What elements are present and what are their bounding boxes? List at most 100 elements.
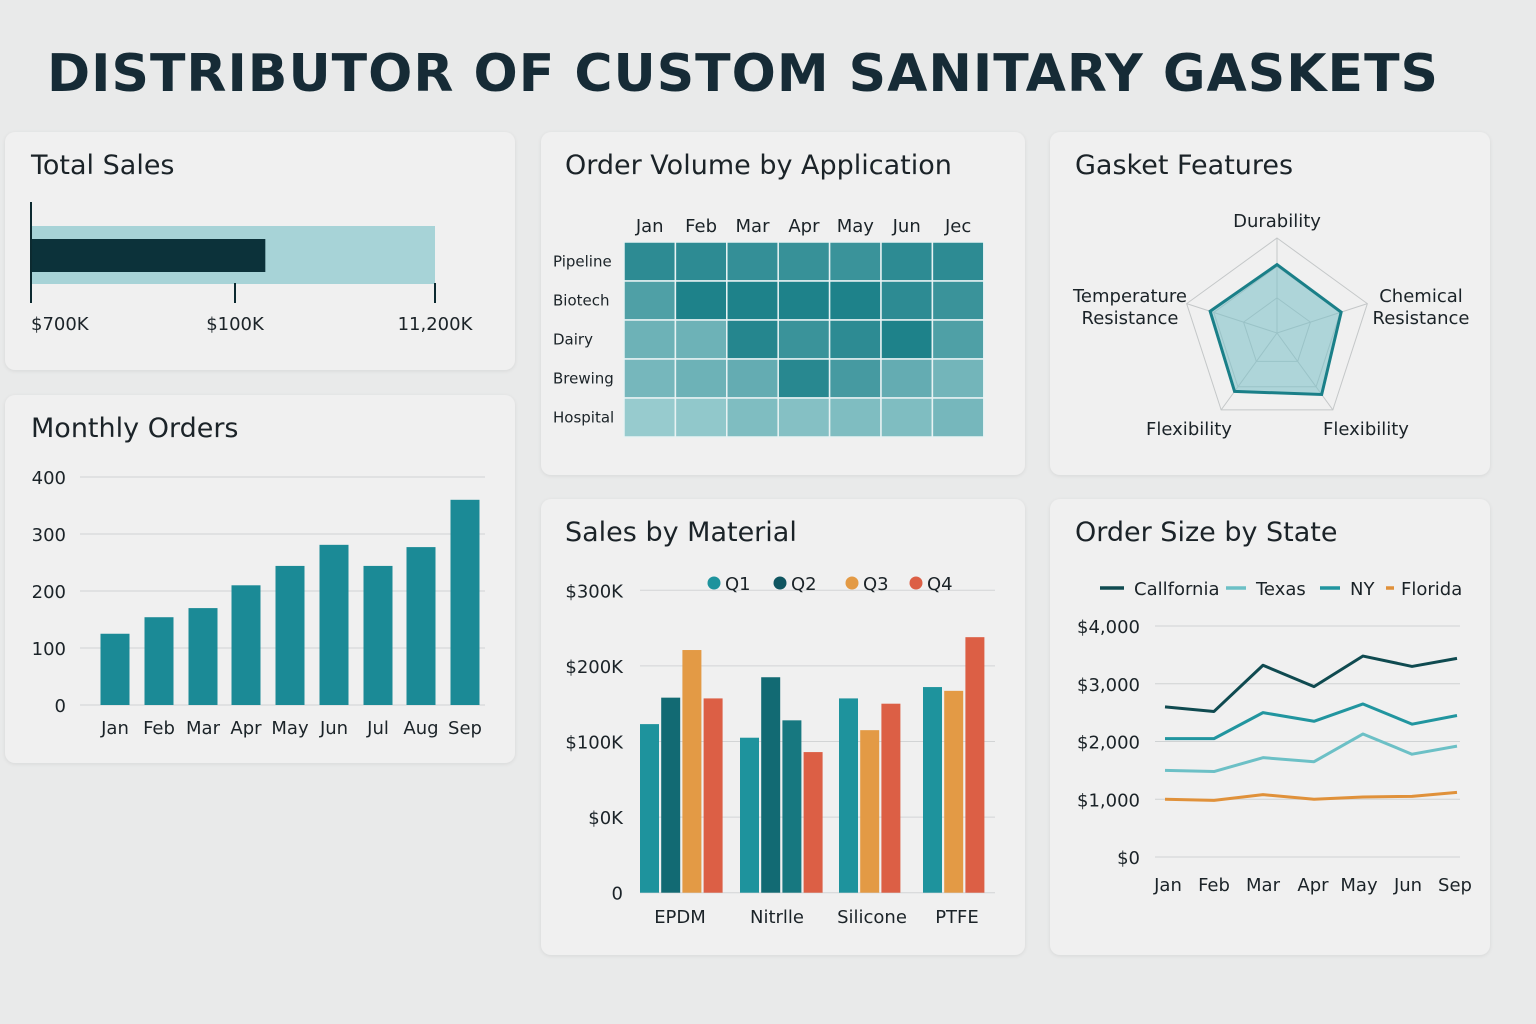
y-tick-label: 100 [32, 639, 66, 660]
radar-axis-label: Temperature Resistance [1072, 286, 1187, 329]
card-title: Monthly Orders [31, 413, 239, 444]
legend-label: Q2 [791, 574, 817, 595]
row-label: Dairy [553, 331, 593, 349]
heatmap-cell [828, 241, 882, 282]
heatmap-cell [777, 280, 831, 321]
heatmap-cell [726, 397, 779, 438]
line-florida [1164, 790, 1458, 802]
x-tick-label: PTFE [935, 907, 979, 928]
row-label: Hospital [553, 409, 614, 427]
heatmap-cell [777, 358, 831, 399]
y-tick-label: $0 [1117, 848, 1140, 869]
line-callfornia [1164, 654, 1458, 713]
legend-marker-q4 [909, 576, 923, 590]
heatmap-cell [931, 397, 985, 438]
radar-grid-ring [1186, 237, 1368, 411]
bar-jul [363, 565, 393, 705]
row-label: Brewing [553, 370, 614, 388]
heatmap-cell [674, 319, 728, 360]
legend-label: Florida [1401, 579, 1462, 600]
heatmap-cell [880, 280, 934, 321]
column-label: Jun [892, 216, 921, 237]
bar-jun [319, 544, 349, 705]
bullet-value-bar [31, 239, 266, 272]
x-tick-label: Aug [403, 718, 438, 739]
x-tick-label: Jun [1393, 875, 1422, 896]
heatmap-cell [828, 319, 882, 360]
x-tick-label: Sep [448, 718, 482, 739]
heatmap-cell [623, 280, 677, 321]
legend-marker-q2 [773, 576, 787, 590]
bar-silicone-q3 [860, 730, 880, 893]
y-tick-label: $4,000 [1077, 617, 1140, 638]
x-tick-label: Nitrlle [750, 907, 804, 928]
y-tick-label: $200K [565, 657, 624, 678]
legend-marker-q3 [845, 576, 859, 590]
heatmap-cell [726, 319, 779, 360]
legend-marker-q1 [707, 576, 721, 590]
x-tick-label: Apr [1297, 875, 1329, 896]
heatmap-cell [828, 358, 882, 399]
radar-axis-label: Flexibility [1323, 419, 1409, 440]
heatmap-cell [674, 280, 728, 321]
heatmap-cell [674, 241, 728, 282]
bar-epdm-q2 [661, 697, 681, 893]
bar-silicone-q4 [881, 703, 901, 893]
bar-epdm-q1 [640, 724, 659, 893]
card-title: Gasket Features [1075, 150, 1294, 181]
bar-ptfe-q3 [944, 690, 964, 893]
x-tick-label: Apr [230, 718, 262, 739]
legend-label: NY [1350, 579, 1375, 600]
heatmap-cell [931, 241, 985, 282]
card-title: Order Size by State [1075, 517, 1338, 548]
y-tick-label: 300 [32, 525, 66, 546]
radar-area [1208, 262, 1343, 397]
heatmap-cell [674, 358, 728, 399]
heatmap-cell [623, 241, 677, 282]
x-tick-label: Mar [186, 718, 221, 739]
heatmap-cell [880, 358, 934, 399]
y-tick-label: $300K [565, 581, 624, 602]
heatmap-cell [880, 397, 934, 438]
heatmap-cell [828, 280, 882, 321]
heatmap-cell [726, 358, 779, 399]
x-tick-label: May [271, 718, 309, 739]
legend-label: Q1 [725, 574, 751, 595]
heatmap-cell [880, 319, 934, 360]
x-tick-label: Jul [366, 718, 389, 739]
x-tick-label: Sep [1438, 875, 1472, 896]
radar-axis-label: Durability [1233, 211, 1321, 232]
card-title: Sales by Material [565, 517, 797, 548]
heatmap-cell [623, 358, 677, 399]
bar-silicone-q1 [839, 698, 858, 893]
card-title: Order Volume by Application [565, 150, 952, 181]
column-label: Mar [736, 216, 771, 237]
card-title: Total Sales [31, 150, 175, 181]
x-tick-label: Mar [1246, 875, 1281, 896]
y-tick-label: 400 [32, 468, 66, 489]
bar-sep [450, 499, 480, 705]
bar-epdm-q4 [703, 698, 723, 893]
y-tick-label: $0K [588, 808, 624, 829]
heatmap-cell [931, 319, 985, 360]
y-tick-label: $1,000 [1077, 790, 1140, 811]
heatmap-cell [777, 319, 831, 360]
bar-nitrlle-q1 [740, 737, 759, 893]
bullet-tick-label: 11,200K [398, 314, 474, 335]
x-tick-label: Jun [319, 718, 348, 739]
x-tick-label: Jan [1153, 875, 1182, 896]
bar-ptfe-q4 [965, 637, 985, 893]
x-tick-label: May [1340, 875, 1378, 896]
column-label: May [837, 216, 875, 237]
bar-epdm-q3 [682, 650, 702, 893]
y-tick-label: 0 [55, 696, 66, 717]
line-ny [1165, 702, 1458, 741]
bar-may [275, 565, 305, 705]
column-label: Jan [635, 216, 664, 237]
heatmap-cell [931, 358, 985, 399]
column-label: Apr [788, 216, 820, 237]
legend-label: Callfornia [1134, 579, 1219, 600]
card-order-size-by-state: Order Size by State [1050, 499, 1490, 955]
bullet-tick-label: $700K [31, 314, 90, 335]
